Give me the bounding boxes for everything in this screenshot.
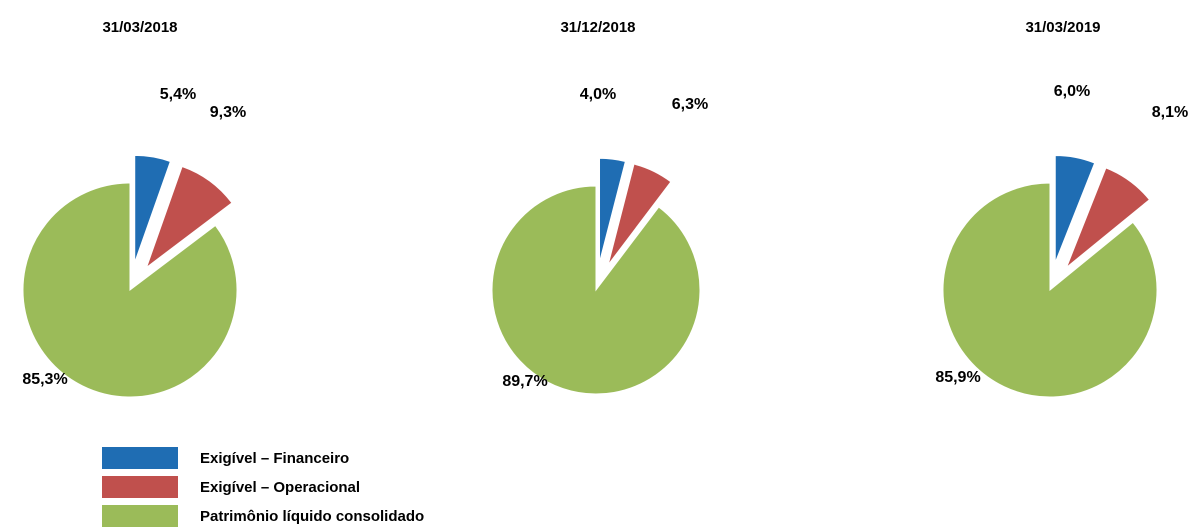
pie-slice <box>22 182 238 398</box>
legend-label: Exigível – Financeiro <box>200 450 349 467</box>
legend-swatch <box>102 505 178 527</box>
value-label: 4,0% <box>580 86 616 103</box>
pie-title: 31/03/2019 <box>1025 19 1100 36</box>
value-label: 6,0% <box>1054 83 1090 100</box>
pie-slice <box>599 157 626 263</box>
legend-swatch <box>102 447 178 469</box>
value-label: 9,3% <box>210 104 246 121</box>
value-label: 5,4% <box>160 86 196 103</box>
pie-title: 31/12/2018 <box>560 19 635 36</box>
pie-slice <box>145 165 233 269</box>
value-label: 8,1% <box>1152 104 1188 121</box>
legend-label: Patrimônio líquido consolidado <box>200 508 424 525</box>
pie-slice <box>1065 167 1151 270</box>
pie-slice <box>1054 154 1096 263</box>
pie-slice <box>607 163 672 266</box>
value-label: 6,3% <box>672 96 708 113</box>
pie-slice <box>491 185 701 395</box>
value-label: 85,9% <box>935 369 980 386</box>
value-label: 89,7% <box>502 373 547 390</box>
legend-swatch <box>102 476 178 498</box>
pie-title: 31/03/2018 <box>102 19 177 36</box>
pie-slice <box>134 154 171 263</box>
value-label: 85,3% <box>22 371 67 388</box>
pie-slice <box>942 182 1158 398</box>
legend-label: Exigível – Operacional <box>200 479 360 496</box>
